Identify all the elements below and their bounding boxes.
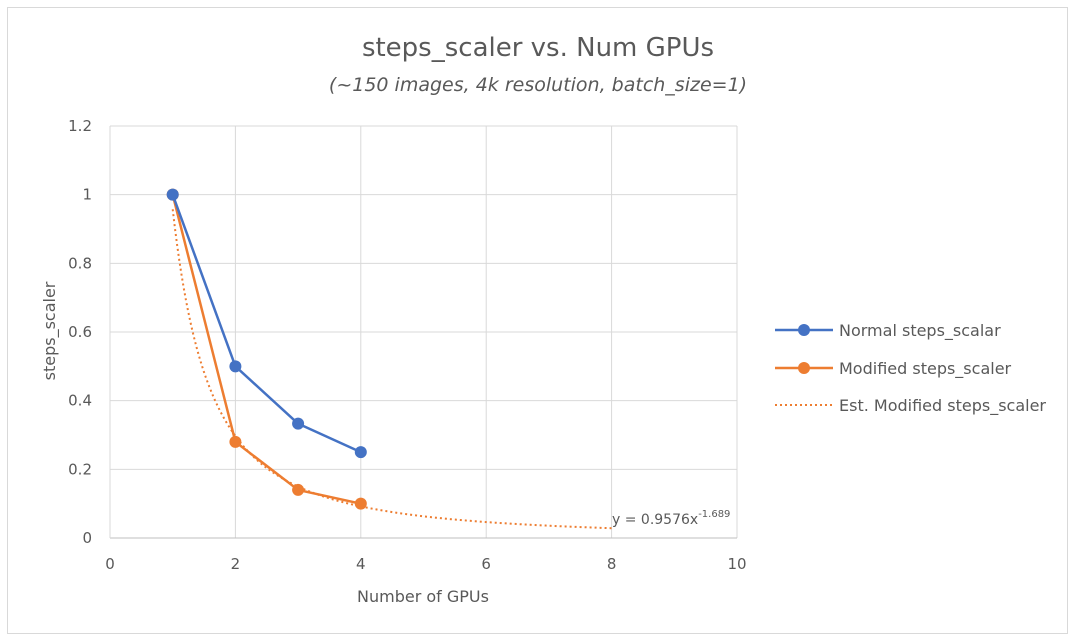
data-point-series-0[interactable] — [354, 446, 367, 459]
y-tick-label: 0.2 — [68, 460, 92, 478]
y-tick-label: 1.2 — [68, 117, 92, 135]
series-layer — [166, 188, 612, 530]
data-point-series-0[interactable] — [292, 417, 305, 430]
x-tick-label: 8 — [607, 555, 617, 573]
legend-item-estimated[interactable]: Est. Modified steps_scaler — [775, 396, 1046, 416]
trendline-equation: y = 0.9576x-1.689 — [612, 509, 730, 528]
data-point-series-1[interactable] — [354, 497, 367, 510]
chart-subtitle: (~150 images, 4k resolution, batch_size=… — [329, 74, 747, 96]
x-tick-label: 6 — [481, 555, 491, 573]
x-tick-label: 0 — [105, 555, 115, 573]
legend-swatch-modified-marker — [798, 362, 810, 374]
x-tick-label: 4 — [356, 555, 366, 573]
series-line-0 — [171, 194, 362, 454]
legend-label-estimated: Est. Modified steps_scaler — [839, 396, 1046, 416]
y-tick-label: 1 — [82, 186, 92, 204]
legend-item-normal[interactable]: Normal steps_scalar — [775, 321, 1001, 341]
data-point-series-0[interactable] — [166, 188, 179, 201]
y-axis-title: steps_scaler — [40, 281, 60, 380]
x-tick-label: 2 — [231, 555, 241, 573]
chart-title: steps_scaler vs. Num GPUs — [362, 33, 714, 63]
data-point-series-1[interactable] — [292, 483, 305, 496]
x-axis-title: Number of GPUs — [357, 587, 489, 606]
series-line-1 — [171, 194, 362, 505]
y-tick-label: 0.6 — [68, 323, 92, 341]
legend[interactable]: Normal steps_scalar Modified steps_scale… — [775, 321, 1046, 416]
chart-area[interactable] — [7, 7, 1068, 634]
trendline-equation-exponent: -1.689 — [698, 509, 730, 520]
gridlines — [110, 125, 738, 538]
legend-item-modified[interactable]: Modified steps_scaler — [775, 359, 1012, 379]
y-axis-tick-labels: 0 0.2 0.4 0.6 0.8 1 1.2 — [68, 117, 92, 547]
y-tick-label: 0.4 — [68, 392, 92, 410]
legend-label-modified: Modified steps_scaler — [839, 359, 1012, 379]
x-tick-label: 10 — [727, 555, 746, 573]
y-tick-label: 0 — [82, 529, 92, 547]
x-axis-tick-labels: 0 2 4 6 8 10 — [105, 555, 746, 573]
data-point-series-1[interactable] — [229, 435, 242, 448]
axes — [109, 126, 737, 539]
legend-swatch-normal-marker — [798, 324, 810, 336]
trendline-series-2 — [171, 209, 612, 530]
legend-label-normal: Normal steps_scalar — [839, 321, 1001, 341]
data-point-series-0[interactable] — [229, 360, 242, 373]
y-tick-label: 0.8 — [68, 254, 92, 272]
trendline-equation-base: y = 0.9576x — [612, 512, 698, 528]
